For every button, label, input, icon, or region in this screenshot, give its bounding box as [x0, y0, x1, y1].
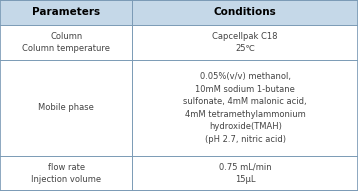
Text: 0.75 mL/min
15μL: 0.75 mL/min 15μL [219, 163, 271, 184]
Bar [0, 60, 132, 156]
Text: Conditions: Conditions [214, 7, 277, 17]
Text: Parameters: Parameters [32, 7, 100, 17]
Bar [0, 0, 132, 25]
Text: Column
Column temperature: Column Column temperature [22, 32, 110, 53]
Text: Mobile phase: Mobile phase [38, 103, 94, 112]
Text: 0.05%(v/v) methanol,
10mM sodium 1-butane
sulfonate, 4mM malonic acid,
4mM tetra: 0.05%(v/v) methanol, 10mM sodium 1-butan… [183, 72, 307, 144]
Text: flow rate
Injection volume: flow rate Injection volume [31, 163, 101, 184]
Text: Capcellpak C18
25℃: Capcellpak C18 25℃ [213, 32, 278, 53]
Bar [132, 25, 358, 60]
Bar [132, 0, 358, 25]
Bar [132, 60, 358, 156]
Bar [0, 156, 132, 191]
Bar [0, 25, 132, 60]
Bar [132, 156, 358, 191]
